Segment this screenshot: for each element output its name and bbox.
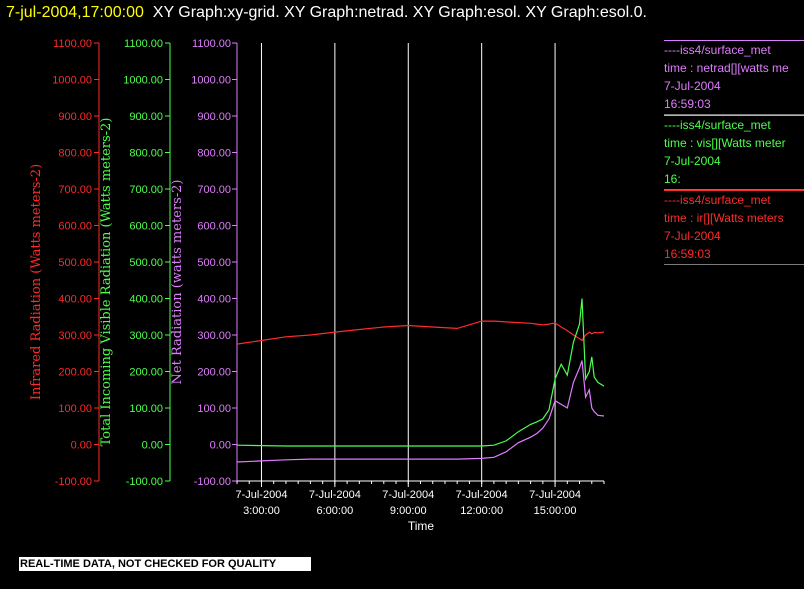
x-tick-time: 6:00:00 bbox=[317, 505, 354, 517]
y-tick-label: 0.00 bbox=[71, 440, 92, 452]
y-tick-label: 0.00 bbox=[142, 440, 163, 452]
series-line-ir bbox=[236, 320, 605, 345]
legend-variable: time : vis[][Watts meter bbox=[664, 136, 786, 150]
y-axis-title-net: Net Radiation (watts meters-2) bbox=[170, 180, 185, 385]
x-tick-time: 15:00:00 bbox=[534, 505, 577, 517]
y-tick-label: -100.00 bbox=[126, 476, 163, 488]
y-axis-title-ir: Infrared Radiation (Watts meters-2) bbox=[29, 164, 44, 400]
y-tick-label: -100.00 bbox=[55, 476, 92, 488]
y-tick-label: 700.00 bbox=[129, 184, 163, 196]
y-tick-label: 1100.00 bbox=[53, 38, 92, 50]
y-tick-label: 1000.00 bbox=[123, 75, 163, 87]
y-tick-label: 500.00 bbox=[58, 257, 92, 269]
y-tick-label: 1100.00 bbox=[192, 38, 231, 50]
y-tick-label: 500.00 bbox=[129, 257, 163, 269]
legend-entry-vis: ----iss4/surface_met time : vis[][Watts … bbox=[664, 115, 804, 190]
y-tick-label: 900.00 bbox=[129, 111, 163, 123]
x-tick-date: 7-Jul-2004 bbox=[235, 489, 287, 501]
series-line-vis bbox=[236, 298, 605, 447]
legend-variable: time : ir[][Watts meters bbox=[664, 211, 784, 225]
legend-time: 16:59:03 bbox=[664, 247, 711, 261]
y-tick-label: 900.00 bbox=[197, 111, 231, 123]
y-tick-label: 400.00 bbox=[58, 294, 92, 306]
x-tick-date: 7-Jul-2004 bbox=[309, 489, 361, 501]
legend-variable: time : netrad[][watts me bbox=[664, 61, 789, 75]
legend-source: ----iss4/surface_met bbox=[664, 115, 804, 134]
y-tick-label: 200.00 bbox=[58, 367, 92, 379]
y-tick-label: 400.00 bbox=[129, 294, 163, 306]
legend: ----iss4/surface_met time : netrad[][wat… bbox=[664, 40, 804, 265]
y-tick-label: 800.00 bbox=[129, 148, 163, 160]
y-tick-label: 800.00 bbox=[197, 148, 231, 160]
y-tick-label: 600.00 bbox=[58, 221, 92, 233]
x-tick-date: 7-Jul-2004 bbox=[456, 489, 508, 501]
header-datetime: 7-jul-2004,17:00:00 bbox=[6, 4, 144, 21]
header-graphs: XY Graph:xy-grid. XY Graph:netrad. XY Gr… bbox=[152, 4, 647, 21]
y-axis-title-vis: Total Incoming Visible Radiation (Watts … bbox=[99, 118, 114, 447]
legend-date: 7-Jul-2004 bbox=[664, 79, 721, 93]
y-tick-label: 0.00 bbox=[210, 440, 231, 452]
y-tick-label: 100.00 bbox=[129, 403, 163, 415]
legend-entry-netrad: ----iss4/surface_met time : netrad[][wat… bbox=[664, 40, 804, 115]
y-tick-label: 600.00 bbox=[197, 221, 231, 233]
y-tick-label: 200.00 bbox=[129, 367, 163, 379]
x-tick-date: 7-Jul-2004 bbox=[382, 489, 434, 501]
y-tick-label: 500.00 bbox=[197, 257, 231, 269]
legend-source: ----iss4/surface_met bbox=[664, 40, 804, 59]
y-tick-label: 900.00 bbox=[58, 111, 92, 123]
y-tick-label: 1100.00 bbox=[124, 38, 163, 50]
x-tick-time: 9:00:00 bbox=[390, 505, 427, 517]
y-tick-label: 300.00 bbox=[58, 330, 92, 342]
x-tick-time: 3:00:00 bbox=[243, 505, 280, 517]
y-tick-label: 300.00 bbox=[197, 330, 231, 342]
y-tick-label: 200.00 bbox=[197, 367, 231, 379]
series-line-net bbox=[236, 360, 605, 463]
legend-date: 7-Jul-2004 bbox=[664, 229, 721, 243]
y-tick-label: 400.00 bbox=[197, 294, 231, 306]
y-tick-label: 700.00 bbox=[197, 184, 231, 196]
y-tick-label: 100.00 bbox=[197, 403, 231, 415]
y-tick-label: 100.00 bbox=[58, 403, 92, 415]
y-tick-label: 700.00 bbox=[58, 184, 92, 196]
y-tick-label: 1000.00 bbox=[52, 75, 92, 87]
y-tick-label: 600.00 bbox=[129, 221, 163, 233]
x-tick-date: 7-Jul-2004 bbox=[529, 489, 581, 501]
y-tick-label: 800.00 bbox=[58, 148, 92, 160]
x-axis-title: Time bbox=[408, 519, 435, 533]
y-tick-label: 300.00 bbox=[129, 330, 163, 342]
x-tick-time: 12:00:00 bbox=[460, 505, 503, 517]
legend-entry-ir: ----iss4/surface_met time : ir[][Watts m… bbox=[664, 190, 804, 265]
quality-disclaimer: REAL-TIME DATA, NOT CHECKED FOR QUALITY bbox=[19, 557, 311, 571]
legend-date: 7-Jul-2004 bbox=[664, 154, 721, 168]
legend-source: ----iss4/surface_met bbox=[664, 190, 804, 209]
y-tick-label: -100.00 bbox=[194, 476, 231, 488]
y-tick-label: 1000.00 bbox=[191, 75, 231, 87]
legend-time: 16:59:03 bbox=[664, 97, 711, 111]
legend-time: 16: bbox=[664, 172, 681, 186]
title-bar: 7-jul-2004,17:00:00 XY Graph:xy-grid. XY… bbox=[6, 4, 647, 22]
